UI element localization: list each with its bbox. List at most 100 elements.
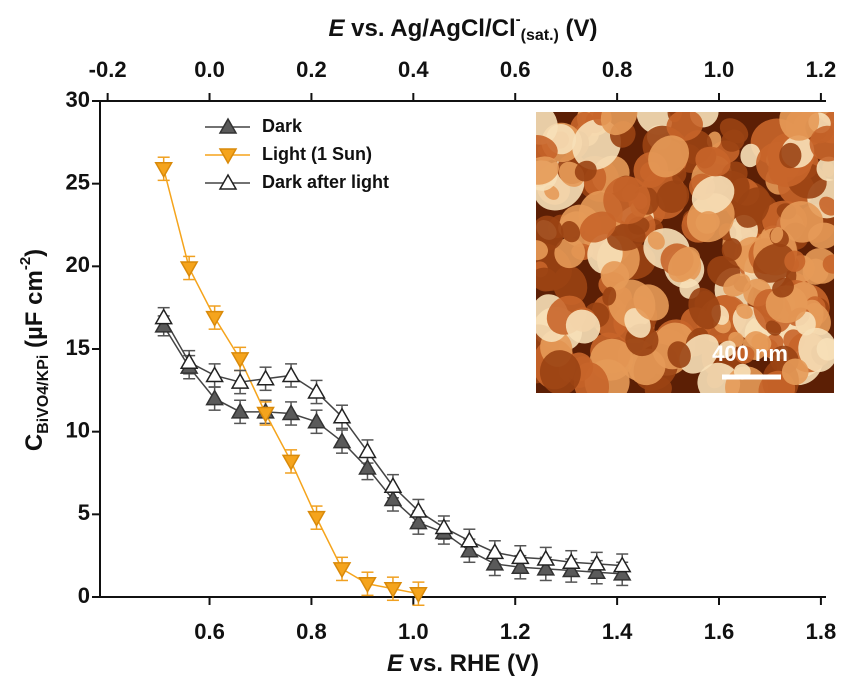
data-point (587, 554, 607, 571)
grain (600, 112, 638, 136)
grain (602, 286, 617, 306)
x2-tick-label: 0.8 (602, 57, 633, 82)
x2-tick-label: 1.2 (806, 57, 837, 82)
y-tick-label: 5 (78, 500, 90, 525)
x-tick-label: 1.2 (500, 619, 531, 644)
afm-grains (536, 112, 834, 393)
grain (603, 176, 651, 225)
grain (822, 254, 834, 274)
data-point (383, 476, 403, 493)
data-point (460, 531, 479, 548)
y-tick-label: 25 (66, 169, 90, 194)
grain (628, 348, 666, 386)
data-point (434, 518, 454, 535)
data-point (230, 372, 250, 389)
grain (809, 125, 834, 162)
data-point (281, 403, 301, 421)
x-tick-label: 1.0 (398, 619, 429, 644)
grain (667, 341, 691, 368)
grain (554, 237, 586, 269)
grain (770, 227, 784, 244)
data-point (230, 402, 250, 419)
data-point (307, 412, 326, 429)
grain (648, 135, 690, 178)
data-point (485, 554, 505, 571)
data-point (409, 513, 428, 530)
data-point (205, 389, 224, 406)
legend-label: Dark (262, 116, 303, 136)
data-point (332, 432, 352, 449)
data-point (332, 562, 352, 579)
data-point (358, 577, 377, 594)
data-point (383, 489, 403, 507)
data-point (154, 316, 173, 333)
data-point (587, 562, 607, 579)
grain (779, 112, 820, 141)
grain (772, 277, 794, 298)
grain (667, 246, 701, 283)
legend-label: Light (1 Sun) (262, 144, 372, 164)
grain (695, 146, 731, 177)
data-point (307, 510, 326, 528)
grain (536, 156, 559, 185)
grain (666, 112, 703, 141)
data-point (612, 564, 632, 581)
grain (539, 350, 581, 393)
x2-tick-label: 0.4 (398, 57, 429, 82)
x2-axis-title: E vs. Ag/AgCl/Cl-(sat.) (V) (328, 11, 597, 44)
data-point (205, 365, 224, 383)
grain (536, 135, 558, 161)
data-point (281, 454, 301, 471)
x2-tick-label: 0.0 (194, 57, 225, 82)
grain (695, 211, 720, 234)
grain (816, 156, 834, 182)
grain (716, 340, 736, 359)
grain (784, 250, 806, 272)
y-tick-label: 0 (78, 583, 90, 608)
legend-marker (218, 117, 238, 134)
x-tick-label: 0.6 (194, 619, 225, 644)
grain (536, 240, 548, 261)
grain (735, 346, 755, 364)
data-point (612, 556, 632, 573)
x-axis-title: E vs. RHE (V) (387, 650, 539, 677)
y-tick-label: 10 (66, 417, 90, 442)
grain (688, 287, 721, 330)
y-tick-label: 15 (66, 335, 90, 360)
grain (736, 303, 753, 319)
grain (560, 221, 581, 243)
x2-tick-label: -0.2 (89, 57, 127, 82)
grain (765, 320, 782, 336)
data-point (511, 547, 530, 565)
afm-inset: 400 nm (536, 112, 834, 393)
data-point (536, 549, 556, 566)
legend-label: Dark after light (262, 172, 389, 192)
grain (819, 196, 834, 216)
data-point (536, 559, 556, 576)
grain (565, 309, 601, 344)
data-point (281, 365, 301, 383)
y-tick-label: 30 (66, 87, 90, 112)
grain (647, 231, 665, 250)
data-point (307, 382, 326, 399)
grain (697, 362, 741, 393)
x-tick-label: 1.6 (704, 619, 735, 644)
data-point (154, 162, 173, 179)
x2-tick-label: 0.2 (296, 57, 327, 82)
grain (779, 142, 802, 169)
grain (802, 258, 829, 285)
data-point (256, 369, 275, 386)
grain (579, 211, 617, 243)
grain (536, 267, 559, 292)
data-point (561, 552, 581, 570)
data-point (383, 581, 403, 599)
data-point (179, 261, 199, 278)
x2-tick-label: 0.6 (500, 57, 531, 82)
grain (656, 180, 690, 213)
data-point (511, 557, 530, 574)
x-tick-label: 1.8 (806, 619, 837, 644)
data-point (256, 406, 275, 423)
data-point (179, 352, 199, 369)
data-point (485, 542, 505, 560)
